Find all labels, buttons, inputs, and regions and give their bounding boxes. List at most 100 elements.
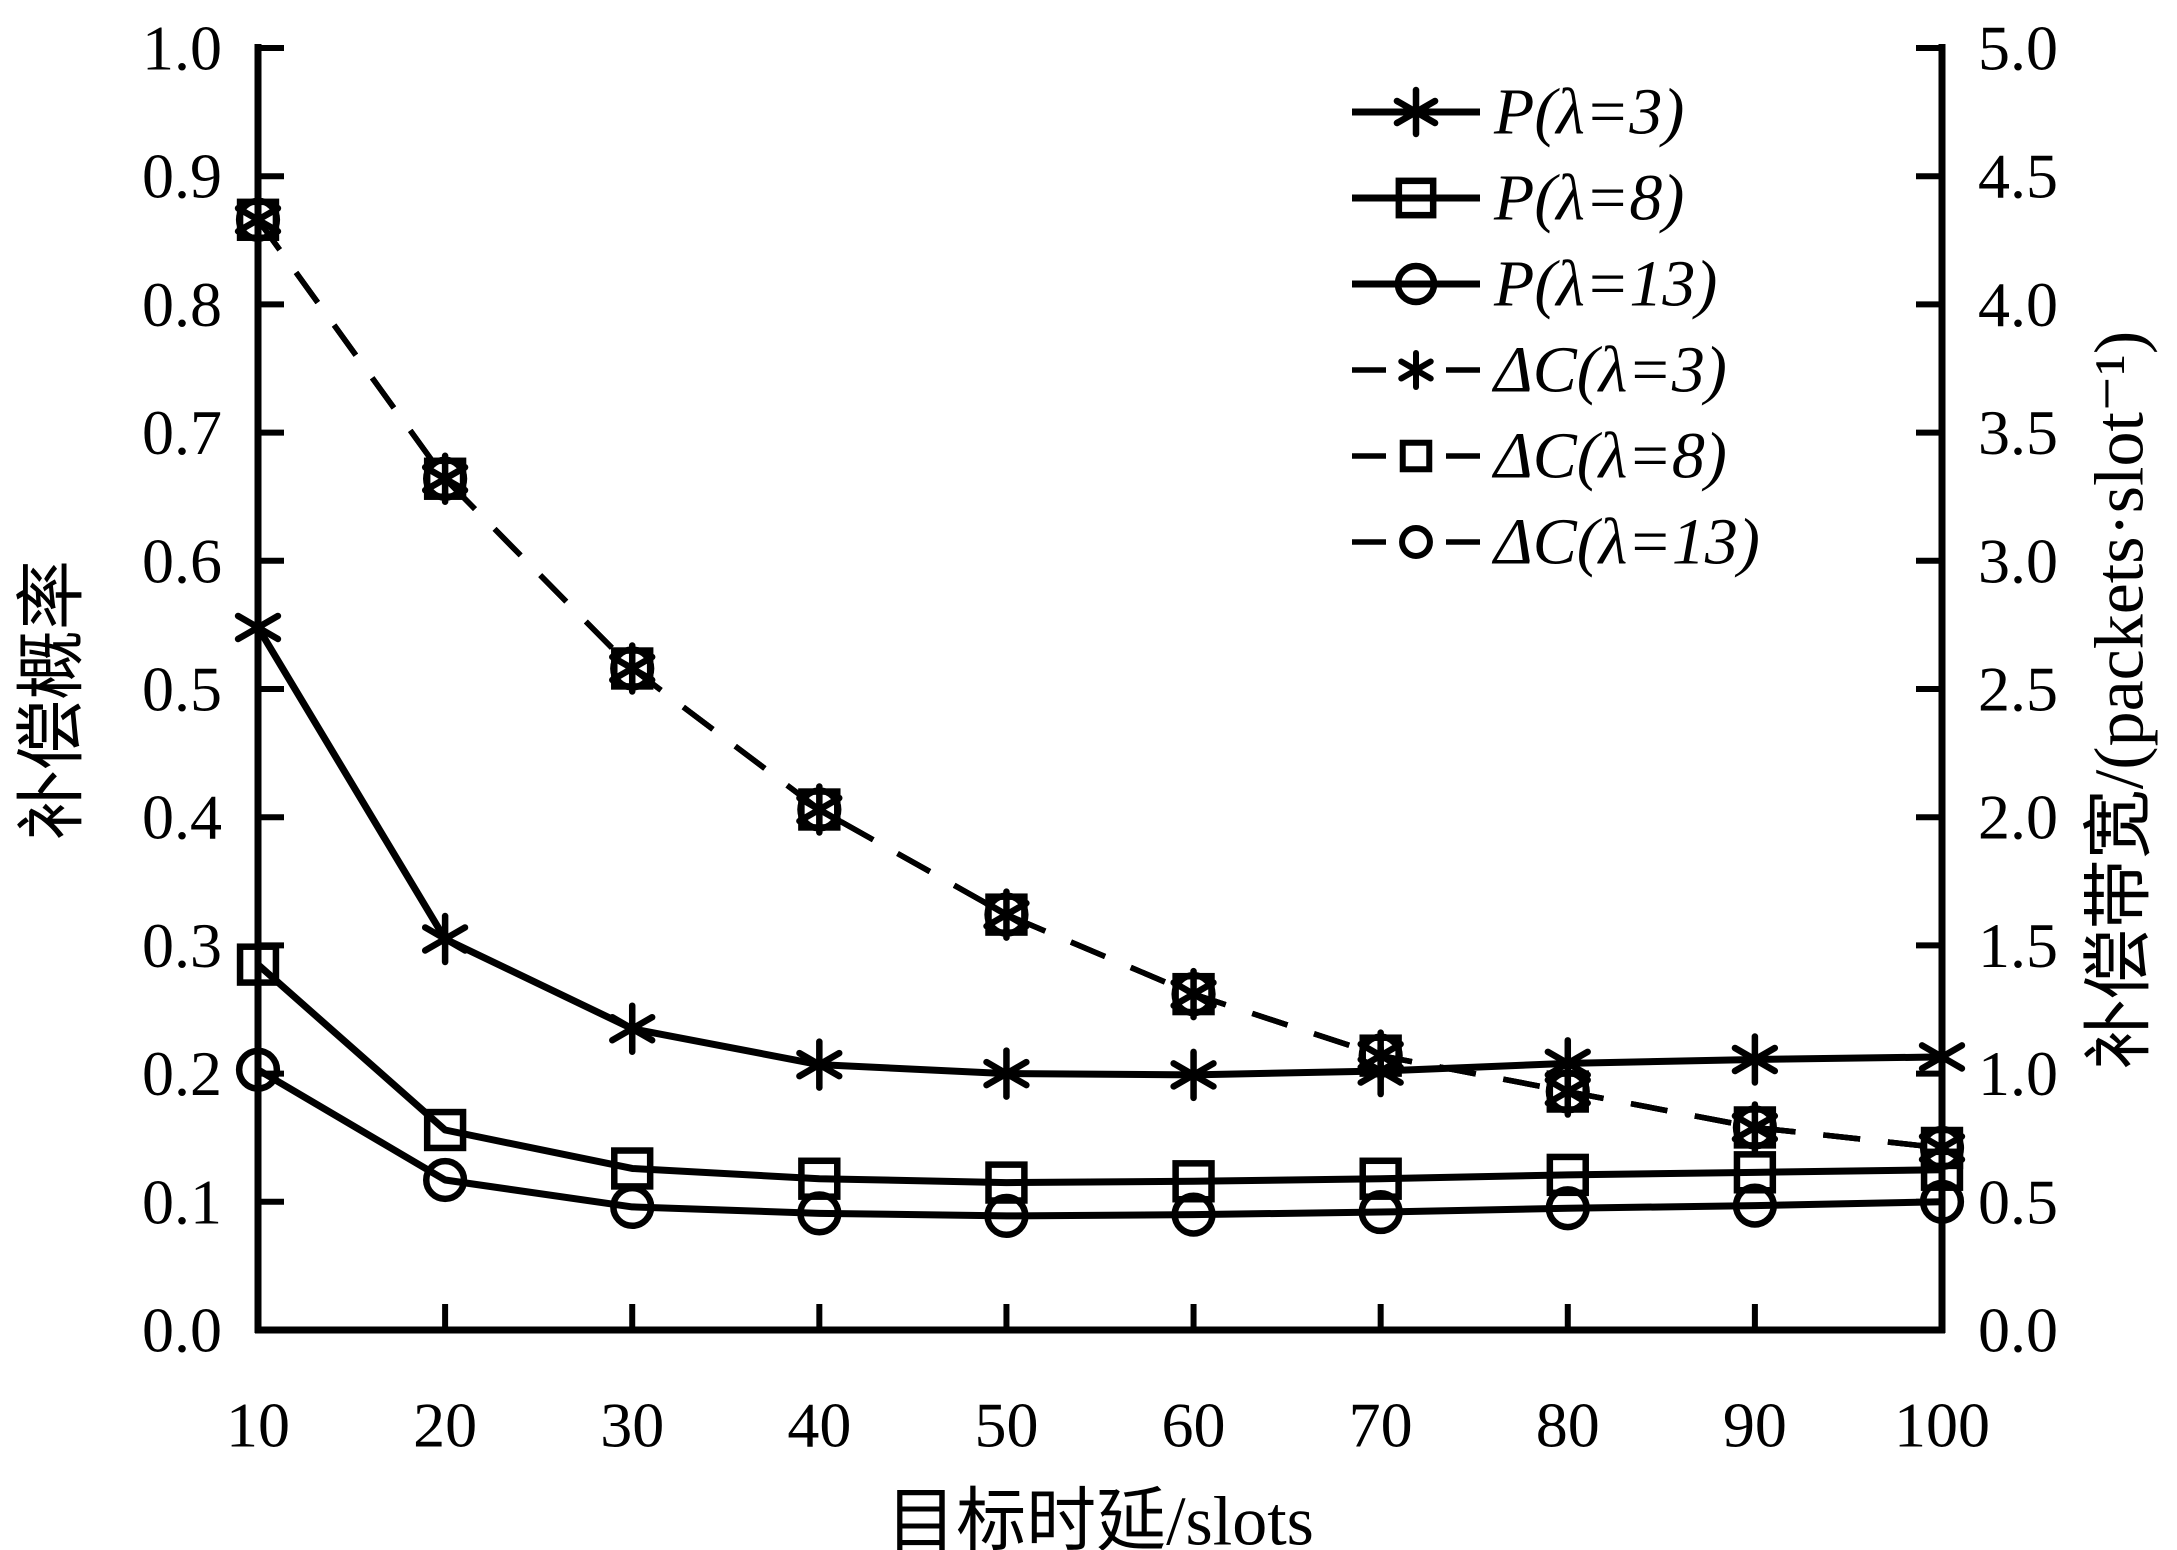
- circle-marker-shape: [1171, 1192, 1216, 1237]
- circle-marker-shape: [235, 1047, 281, 1092]
- square-marker: [236, 943, 280, 986]
- asterisk-spoke: [1170, 1060, 1217, 1090]
- series-line-P: [255, 962, 1943, 1187]
- legend-label: P(λ=13): [1493, 248, 1717, 321]
- data-curves: [234, 193, 1966, 1239]
- y-left-tick-label: 0.0: [142, 1295, 222, 1366]
- square-marker: [1395, 177, 1437, 219]
- circle-marker: [797, 1191, 842, 1236]
- square-marker-shape: [423, 1108, 467, 1152]
- asterisk-spoke: [1398, 358, 1434, 382]
- asterisk-spoke: [1918, 1133, 1966, 1163]
- circle-marker-shape: [1545, 1186, 1590, 1231]
- asterisk-spoke: [1731, 1112, 1779, 1143]
- circle-marker-shape: [1171, 972, 1216, 1017]
- legend-label: ΔC(λ=3): [1491, 334, 1727, 407]
- circle-marker: [1732, 1183, 1777, 1228]
- x-tick-label: 40: [787, 1390, 851, 1461]
- square-marker: [985, 1161, 1028, 1204]
- legend: P(λ=3) P(λ=8) P(λ=13) ΔC(λ=3) ΔC(λ=8) ΔC(λ=13…: [1352, 76, 1760, 579]
- square-marker: [423, 1108, 467, 1152]
- circle-marker-shape: [423, 456, 468, 501]
- legend-label: P(λ=8): [1493, 162, 1684, 235]
- square-marker-shape: [1359, 1157, 1402, 1200]
- y-right-tick-label: 5.0: [1978, 13, 2058, 84]
- asterisk-spoke: [421, 464, 469, 494]
- circle-marker-shape: [1394, 262, 1438, 306]
- circle-marker-shape: [1732, 1183, 1777, 1228]
- series-line-P: [256, 1066, 1943, 1220]
- circle-marker-shape: [1545, 1069, 1590, 1114]
- circle-marker-shape: [984, 892, 1029, 937]
- y-left-tick-label: 0.2: [142, 1038, 222, 1109]
- y-left-tick-label: 0.9: [142, 141, 222, 212]
- y-left-tick-label: 0.3: [142, 910, 222, 981]
- asterisk-marker: [796, 1038, 843, 1091]
- circle-marker-shape: [1399, 525, 1433, 559]
- legend-entry: P(λ=3): [1352, 76, 1684, 149]
- asterisk-spoke: [1731, 1044, 1779, 1075]
- x-axis-title: 目标时延/slots: [886, 1484, 1314, 1550]
- legend-entry: ΔC(λ=3): [1352, 334, 1727, 407]
- square-marker: [1172, 1160, 1215, 1203]
- asterisk-spoke: [1393, 97, 1439, 127]
- circle-marker: [984, 892, 1029, 937]
- circle-marker: [1732, 1105, 1777, 1150]
- y-right-tick-label: 1.5: [1978, 910, 2058, 981]
- circle-marker: [1919, 1179, 1965, 1224]
- asterisk-marker: [1731, 1033, 1779, 1086]
- asterisk-marker: [609, 1002, 656, 1055]
- x-tick-label: 80: [1536, 1390, 1600, 1461]
- square-marker-shape: [1733, 1151, 1777, 1194]
- circle-marker-shape: [610, 1184, 655, 1230]
- circle-marker-shape: [797, 787, 842, 832]
- tick-labels: 10 20 30 40 50 60 70 80 90 100 0.0 0.1 0.2 0.3 0.4 0.5 0…: [142, 13, 2058, 1461]
- square-marker: [1359, 1157, 1402, 1200]
- circle-marker-shape: [1919, 1125, 1965, 1171]
- square-marker-shape: [1395, 177, 1437, 219]
- circle-marker-shape: [610, 646, 655, 691]
- circle-marker: [1399, 525, 1433, 559]
- legend-label: ΔC(λ=13): [1491, 506, 1760, 579]
- y-right-tick-label: 4.0: [1978, 269, 2058, 340]
- y-left-tick-label: 0.7: [142, 397, 222, 468]
- circle-marker-shape: [235, 197, 281, 242]
- circle-marker: [1919, 1125, 1965, 1171]
- legend-label: P(λ=3): [1493, 76, 1684, 149]
- asterisk-marker: [1918, 1030, 1966, 1084]
- square-marker: [1546, 1153, 1589, 1197]
- circle-marker-shape: [984, 1193, 1029, 1239]
- x-tick-label: 50: [974, 1390, 1038, 1461]
- circle-marker-shape: [797, 1191, 842, 1236]
- asterisk-spoke: [1918, 1042, 1966, 1072]
- y-right-tick-label: 1.0: [1978, 1038, 2058, 1109]
- legend-label: ΔC(λ=8): [1491, 420, 1727, 493]
- y-left-tick-label: 0.4: [142, 782, 222, 853]
- asterisk-spoke: [796, 1049, 843, 1080]
- circle-marker: [610, 1184, 655, 1230]
- circle-marker: [1358, 1189, 1403, 1235]
- series-line-dC: [255, 218, 1943, 1151]
- circle-marker: [423, 1157, 468, 1203]
- circle-marker: [1545, 1186, 1590, 1231]
- circle-marker-shape: [423, 1157, 468, 1203]
- y-right-tick-label: 0.5: [1978, 1166, 2058, 1237]
- y-left-tick-label: 0.1: [142, 1166, 222, 1237]
- x-tick-label: 10: [226, 1390, 290, 1461]
- y-left-tick-label: 0.6: [142, 525, 222, 596]
- y-right-tick-label: 3.0: [1978, 525, 2058, 596]
- circle-marker: [797, 787, 842, 832]
- x-tick-label: 60: [1162, 1390, 1226, 1461]
- asterisk-marker: [1393, 86, 1439, 138]
- y-right-tick-label: 3.5: [1978, 397, 2058, 468]
- y-right-tick-label: 0.0: [1978, 1295, 2058, 1366]
- circle-marker-shape: [1358, 1033, 1403, 1078]
- x-tick-label: 100: [1894, 1390, 1990, 1461]
- legend-entry: ΔC(λ=8): [1352, 420, 1727, 493]
- asterisk-spoke: [983, 1058, 1030, 1089]
- y-right-tick-label: 2.5: [1978, 654, 2058, 725]
- y-right-tick-label: 4.5: [1978, 141, 2058, 212]
- circle-marker-shape: [1732, 1105, 1777, 1150]
- asterisk-marker: [421, 912, 469, 966]
